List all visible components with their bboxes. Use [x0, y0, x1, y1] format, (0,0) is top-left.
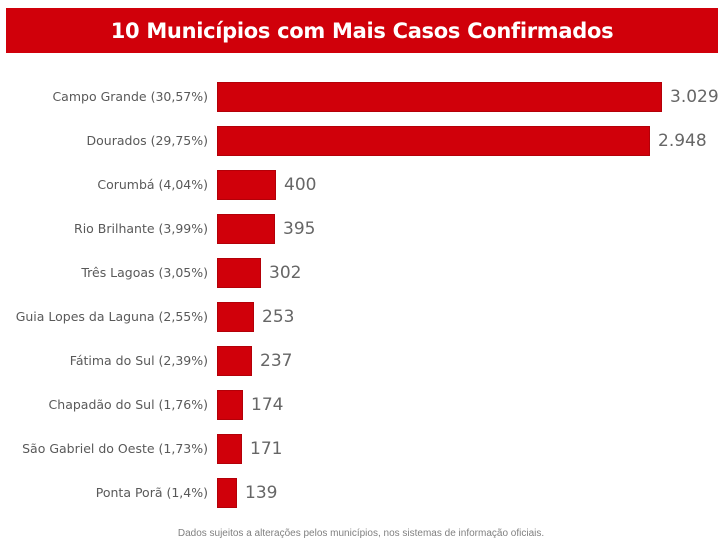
category-label: Guia Lopes da Laguna (2,55%): [15, 309, 208, 324]
chart-row: Ponta Porã (1,4%) 139: [0, 471, 722, 515]
chart-title: 10 Municípios com Mais Casos Confirmados: [110, 18, 614, 43]
footnote: Dados sujeitos a alterações pelos municí…: [177, 528, 545, 539]
chart-row: Campo Grande (30,57%) 3.029: [0, 75, 722, 119]
value-label: 139: [245, 483, 278, 503]
category-label: Ponta Porã (1,4%): [95, 485, 208, 500]
bar: [217, 478, 237, 508]
category-label: São Gabriel do Oeste (1,73%): [22, 441, 208, 456]
bar: [217, 390, 243, 420]
chart-row: São Gabriel do Oeste (1,73%) 171: [0, 427, 722, 471]
category-label: Dourados (29,75%): [86, 133, 208, 148]
value-label: 2.948: [658, 131, 707, 151]
category-label: Corumbá (4,04%): [97, 177, 208, 192]
value-label: 395: [283, 219, 316, 239]
category-label: Três Lagoas (3,05%): [81, 265, 208, 280]
category-label: Chapadão do Sul (1,76%): [48, 397, 208, 412]
chart-row: Três Lagoas (3,05%) 302: [0, 251, 722, 295]
bar: [217, 258, 261, 288]
bar: [217, 82, 662, 112]
value-label: 3.029: [670, 87, 719, 107]
value-label: 174: [251, 395, 284, 415]
category-label: Fátima do Sul (2,39%): [69, 353, 208, 368]
bar: [217, 126, 650, 156]
category-label: Campo Grande (30,57%): [52, 89, 208, 104]
chart-row: Chapadão do Sul (1,76%) 174: [0, 383, 722, 427]
chart-row: Fátima do Sul (2,39%) 237: [0, 339, 722, 383]
chart-row: Corumbá (4,04%) 400: [0, 163, 722, 207]
chart-row: Rio Brilhante (3,99%) 395: [0, 207, 722, 251]
bar-chart: Campo Grande (30,57%) 3.029 Dourados (29,7…: [0, 75, 722, 515]
bar: [217, 170, 276, 200]
chart-row: Dourados (29,75%) 2.948: [0, 119, 722, 163]
bar: [217, 346, 252, 376]
value-label: 253: [262, 307, 295, 327]
value-label: 400: [284, 175, 317, 195]
bar: [217, 302, 254, 332]
bar: [217, 214, 275, 244]
value-label: 237: [260, 351, 293, 371]
bar: [217, 434, 242, 464]
chart-row: Guia Lopes da Laguna (2,55%) 253: [0, 295, 722, 339]
value-label: 171: [250, 439, 283, 459]
value-label: 302: [269, 263, 302, 283]
category-label: Rio Brilhante (3,99%): [74, 221, 208, 236]
chart-title-banner: 10 Municípios com Mais Casos Confirmados: [6, 8, 718, 53]
